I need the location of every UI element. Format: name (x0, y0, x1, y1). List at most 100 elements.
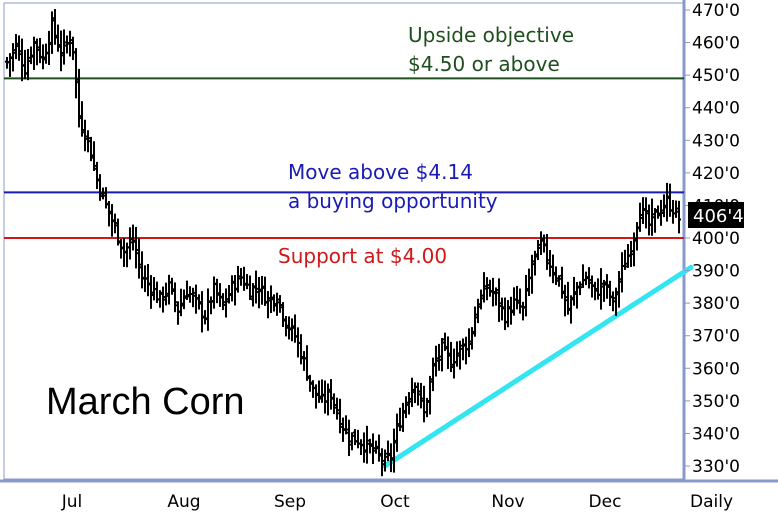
price-bar (470, 327, 474, 350)
price-bar (497, 278, 501, 322)
price-bar (260, 275, 264, 305)
price-bar (485, 277, 489, 301)
objective-text-line2: $4.50 or above (408, 52, 560, 76)
price-bar (89, 136, 93, 162)
last-price-label: 406'4 (693, 206, 744, 227)
price-bar (443, 332, 447, 351)
y-tick-label: 330'0 (692, 457, 740, 477)
price-bar (158, 290, 162, 308)
price-bar (530, 254, 534, 294)
price-bar (677, 200, 681, 234)
buy-text-line2: a buying opportunity (288, 189, 498, 213)
price-bar (74, 48, 78, 99)
price-bar (614, 287, 618, 316)
price-bars (5, 9, 681, 477)
price-bar (224, 288, 228, 318)
price-bar (386, 440, 390, 462)
price-bar (533, 250, 537, 276)
price-bar (407, 392, 411, 415)
x-tick-label: Sep (274, 492, 306, 512)
price-bar (449, 341, 453, 373)
price-bar (116, 218, 120, 246)
price-bar (653, 208, 657, 233)
price-bar (425, 397, 429, 418)
price-bar (515, 285, 519, 310)
price-bar (179, 288, 183, 317)
price-bar (35, 38, 39, 66)
y-tick-label: 440'0 (692, 99, 740, 119)
y-tick-label: 430'0 (692, 131, 740, 151)
price-bar (569, 295, 573, 324)
price-bar (62, 29, 66, 65)
price-bar (602, 279, 606, 302)
price-bar (377, 434, 381, 462)
price-bar (305, 345, 309, 381)
price-bar (47, 30, 51, 65)
price-bar (578, 281, 582, 296)
price-bar (113, 213, 117, 234)
price-bar (281, 302, 285, 327)
price-bar (314, 384, 318, 409)
price-bar (26, 48, 30, 81)
price-bar (362, 432, 366, 463)
price-bar (584, 271, 588, 286)
price-bar (395, 413, 399, 452)
price-bar (401, 402, 405, 432)
price-bar (365, 425, 369, 464)
y-tick-label: 390'0 (692, 262, 740, 282)
y-tick-label: 350'0 (692, 392, 740, 412)
price-bar (317, 380, 321, 403)
price-bar (509, 296, 513, 325)
x-tick-label: Oct (380, 492, 410, 512)
price-bar (242, 266, 246, 291)
price-bar (236, 265, 240, 293)
price-bar (17, 35, 21, 61)
price-bar (539, 231, 543, 256)
price-bar (557, 275, 561, 287)
price-bar (473, 306, 477, 337)
price-bar (248, 275, 252, 300)
support-text: Support at $4.00 (278, 244, 447, 268)
price-bar (392, 428, 396, 473)
price-bar (134, 226, 138, 269)
price-bar (269, 285, 273, 313)
price-bar (227, 285, 231, 304)
y-tick-label: 360'0 (692, 359, 740, 379)
price-bar (137, 238, 141, 279)
price-bar (29, 46, 33, 65)
price-bar (476, 298, 480, 324)
price-bar (617, 271, 621, 308)
x-tick-label: Jul (61, 492, 83, 512)
y-tick-label: 470'0 (692, 1, 740, 21)
price-bar (635, 222, 639, 251)
price-bar (41, 44, 45, 70)
price-bar (446, 336, 450, 369)
price-bar (506, 300, 510, 328)
price-bar (11, 43, 15, 72)
price-bar (605, 274, 609, 299)
price-bar (611, 291, 615, 312)
x-tick-label: Nov (491, 492, 524, 512)
y-tick-label: 460'0 (692, 34, 740, 54)
y-tick-label: 400'0 (692, 229, 740, 249)
price-bar (371, 433, 375, 465)
price-bar (338, 398, 342, 434)
price-bar (500, 297, 504, 321)
price-bar (434, 345, 438, 377)
price-bar (80, 101, 84, 137)
y-tick-label: 420'0 (692, 164, 740, 184)
price-bar (251, 283, 255, 307)
price-bar (215, 278, 219, 304)
price-bar (650, 198, 654, 236)
price-bar (92, 141, 96, 172)
chart-title: March Corn (46, 381, 245, 423)
price-bar (368, 438, 372, 454)
frequency-label: Daily (690, 492, 733, 512)
y-tick-label: 370'0 (692, 327, 740, 347)
price-bar (479, 289, 483, 310)
price-bar (50, 11, 54, 54)
price-bar (77, 68, 81, 128)
price-bar (53, 9, 57, 45)
price-bar (86, 130, 90, 153)
